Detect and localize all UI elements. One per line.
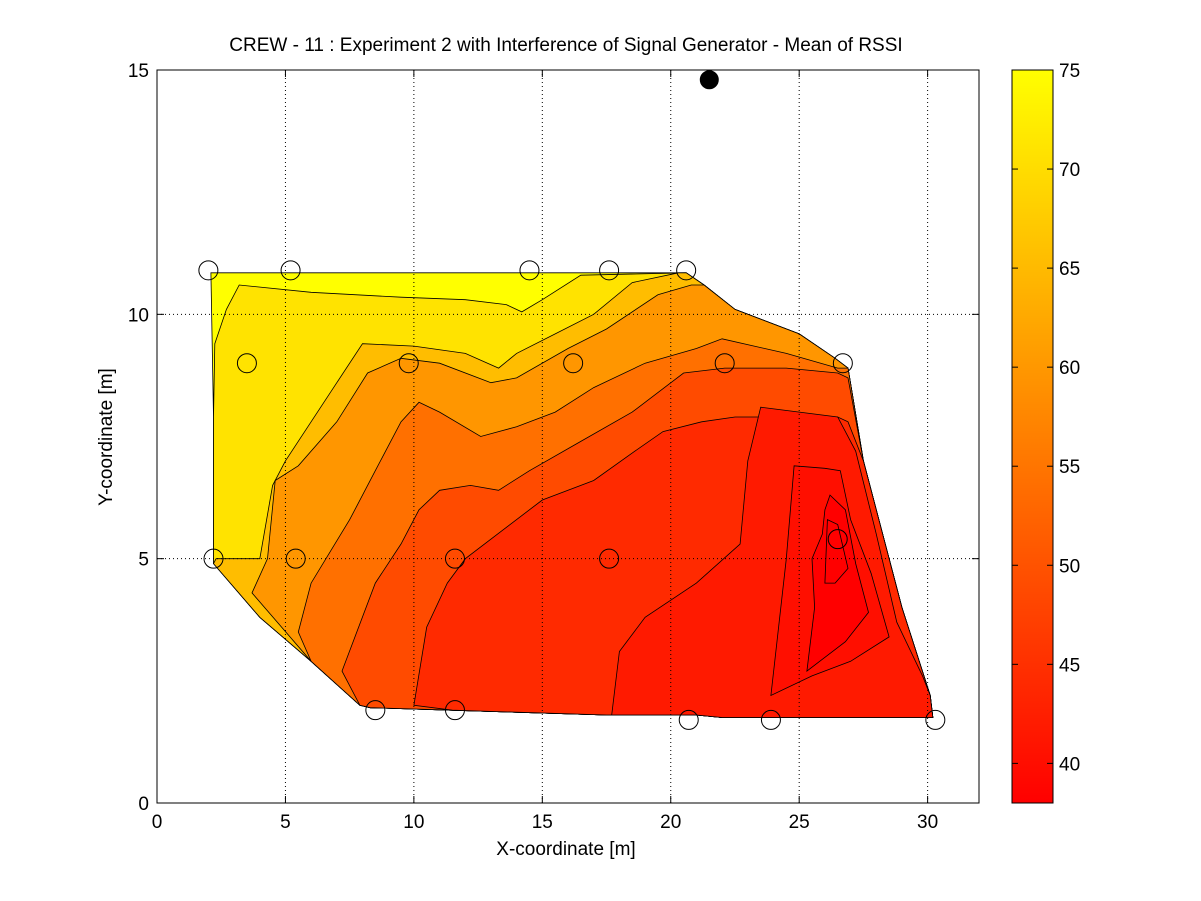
colorbar-tick-label: 45 <box>1059 655 1080 676</box>
sensor-node <box>832 353 853 374</box>
colorbar-tick-label: 70 <box>1059 160 1080 181</box>
plot-frame <box>156 69 980 804</box>
colorbar-tick-label: 75 <box>1059 61 1080 82</box>
plot-area: 0 5 10 15 20 25 30 0 5 10 15 <box>128 61 980 833</box>
x-tick-label: 0 <box>152 812 163 833</box>
colorbar-tick-label: 50 <box>1059 556 1080 577</box>
filled-contours <box>210 272 934 718</box>
sensor-node <box>925 709 946 730</box>
sensor-node <box>827 529 848 550</box>
sensor-node <box>563 353 584 374</box>
sensor-node <box>398 353 419 374</box>
sensor-node <box>676 260 697 281</box>
sensor-node <box>599 260 620 281</box>
markers <box>198 70 946 730</box>
sensor-node <box>599 548 620 569</box>
colorbar-tick-label: 65 <box>1059 259 1080 280</box>
colorbar: 40 45 50 55 60 65 70 75 <box>1011 61 1080 804</box>
colorbar-tick-label: 55 <box>1059 457 1080 478</box>
sensor-node <box>444 700 465 721</box>
colorbar-tick-label: 40 <box>1059 754 1080 775</box>
x-tick-label: 30 <box>917 812 938 833</box>
sensor-node <box>714 353 735 374</box>
sensor-node <box>236 353 257 374</box>
contour-region <box>806 494 869 672</box>
sensor-node <box>280 260 301 281</box>
x-axis-ticks: 0 5 10 15 20 25 30 <box>152 70 938 833</box>
y-axis-label: Y-coordinate [m] <box>96 368 117 506</box>
sensor-node <box>760 709 781 730</box>
y-tick-label: 5 <box>138 550 149 571</box>
sensor-node <box>365 700 386 721</box>
signal-generator-marker <box>699 70 719 90</box>
y-tick-label: 10 <box>128 305 149 326</box>
x-tick-label: 5 <box>280 812 291 833</box>
colorbar-tick-label: 60 <box>1059 358 1080 379</box>
y-tick-label: 15 <box>128 61 149 82</box>
sensor-node <box>203 548 224 569</box>
sensor-node <box>678 709 699 730</box>
x-tick-label: 25 <box>789 812 810 833</box>
sensor-node <box>444 548 465 569</box>
sensor-node <box>285 548 306 569</box>
x-tick-label: 20 <box>660 812 681 833</box>
colorbar-gradient <box>1011 69 1054 804</box>
sensor-node <box>519 260 540 281</box>
sensor-node <box>198 260 219 281</box>
colorbar-ticks: 40 45 50 55 60 65 70 75 <box>1012 61 1080 775</box>
y-axis-ticks: 0 5 10 15 <box>128 61 979 815</box>
contour-region <box>824 518 849 584</box>
chart-title: CREW - 11 : Experiment 2 with Interferen… <box>229 35 902 56</box>
x-tick-label: 15 <box>532 812 553 833</box>
x-tick-label: 10 <box>403 812 424 833</box>
grid <box>157 70 979 803</box>
y-tick-label: 0 <box>138 794 149 815</box>
x-axis-label: X-coordinate [m] <box>496 839 635 860</box>
